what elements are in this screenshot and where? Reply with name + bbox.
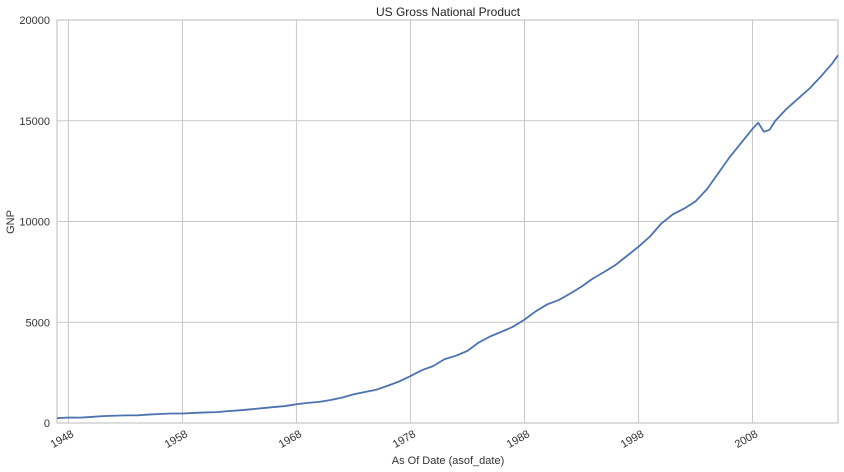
x-tick-label: 2008 bbox=[733, 428, 760, 451]
y-tick-label: 15000 bbox=[19, 116, 50, 128]
x-tick-labels: 1948 1958 1968 1978 1988 1998 2008 bbox=[49, 428, 760, 451]
plot-frame bbox=[56, 19, 839, 424]
y-axis-label: GNP bbox=[5, 210, 17, 234]
y-tick-label: 0 bbox=[44, 418, 50, 430]
y-tick-label: 20000 bbox=[19, 15, 50, 27]
y-tick-label: 5000 bbox=[26, 317, 50, 329]
series-line-layer bbox=[56, 54, 839, 420]
y-tick-label: 10000 bbox=[19, 217, 50, 229]
x-tick-label: 1978 bbox=[391, 428, 418, 451]
grid-lines bbox=[57, 19, 838, 424]
chart-title: US Gross National Product bbox=[376, 5, 521, 19]
gnp-series-line bbox=[56, 54, 839, 420]
x-tick-label: 1998 bbox=[619, 428, 646, 451]
x-tick-label: 1948 bbox=[49, 428, 76, 451]
x-axis-label: As Of Date (asof_date) bbox=[392, 455, 505, 467]
y-tick-labels: 0 5000 10000 15000 20000 bbox=[19, 15, 50, 430]
x-tick-label: 1968 bbox=[277, 428, 304, 451]
x-tick-label: 1988 bbox=[505, 428, 532, 451]
x-tick-label: 1958 bbox=[163, 428, 190, 451]
